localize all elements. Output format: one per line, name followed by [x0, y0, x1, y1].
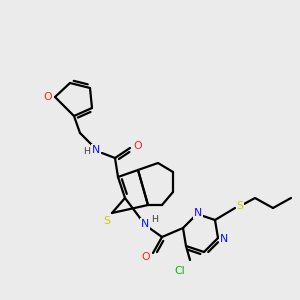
Text: H: H — [152, 215, 158, 224]
Text: N: N — [141, 219, 149, 229]
Text: S: S — [103, 216, 110, 226]
Text: N: N — [194, 208, 202, 218]
Text: Cl: Cl — [175, 266, 185, 276]
Text: O: O — [142, 252, 150, 262]
Text: N: N — [92, 145, 100, 155]
Text: S: S — [236, 201, 244, 211]
Text: O: O — [134, 141, 142, 151]
Text: N: N — [220, 234, 228, 244]
Text: H: H — [83, 146, 91, 155]
Text: O: O — [44, 92, 52, 102]
